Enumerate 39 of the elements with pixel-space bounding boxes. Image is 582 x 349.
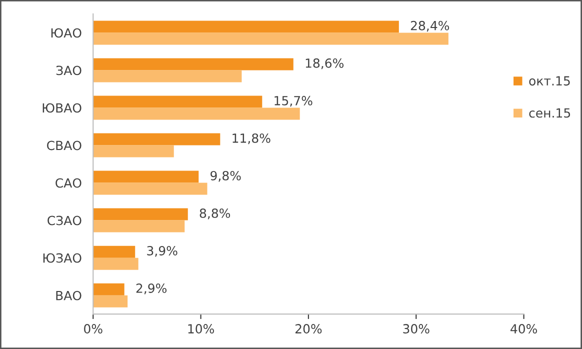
- data-label: 15,7%: [274, 96, 312, 107]
- bar: [93, 58, 294, 70]
- y-tick-label: СВАО: [47, 140, 82, 150]
- bar: [93, 208, 188, 220]
- data-label: 18,6%: [306, 58, 344, 70]
- bar: [93, 145, 174, 158]
- bar: [93, 70, 242, 82]
- x-tick-label: 40%: [510, 324, 537, 334]
- y-tick-label: ЮВАО: [42, 103, 82, 113]
- data-label: 28,4%: [410, 20, 450, 32]
- x-tick-label: 10%: [188, 324, 214, 334]
- bar: [93, 295, 128, 308]
- data-label: 9,8%: [210, 170, 241, 182]
- y-tick-label: ЮЗАО: [43, 253, 82, 263]
- bar: [93, 20, 399, 33]
- bar: [93, 32, 448, 45]
- bar: [93, 182, 208, 195]
- data-label: 8,8%: [200, 208, 230, 220]
- x-tick-label: 0%: [84, 324, 102, 334]
- bar: [93, 220, 185, 232]
- bar: [93, 258, 138, 270]
- x-tick-label: 20%: [295, 324, 322, 334]
- legend-label: сен.15: [529, 108, 570, 118]
- bar: [93, 170, 199, 183]
- y-tick-label: ЮАО: [51, 28, 82, 38]
- bar: [93, 283, 124, 296]
- x-tick-label: 30%: [403, 324, 430, 334]
- y-tick-label: ВАО: [56, 290, 82, 300]
- legend-label: окт.15: [529, 76, 570, 86]
- bar: [93, 133, 220, 146]
- bar: [93, 96, 262, 108]
- bar: [93, 246, 136, 258]
- data-label: 3,9%: [147, 246, 178, 257]
- bar: [93, 108, 300, 120]
- data-label: 11,8%: [232, 133, 270, 144]
- data-label: 2,9%: [136, 284, 167, 294]
- y-tick-label: САО: [56, 178, 82, 188]
- y-tick-label: СЗАО: [48, 216, 82, 226]
- y-tick-label: ЗАО: [56, 66, 82, 76]
